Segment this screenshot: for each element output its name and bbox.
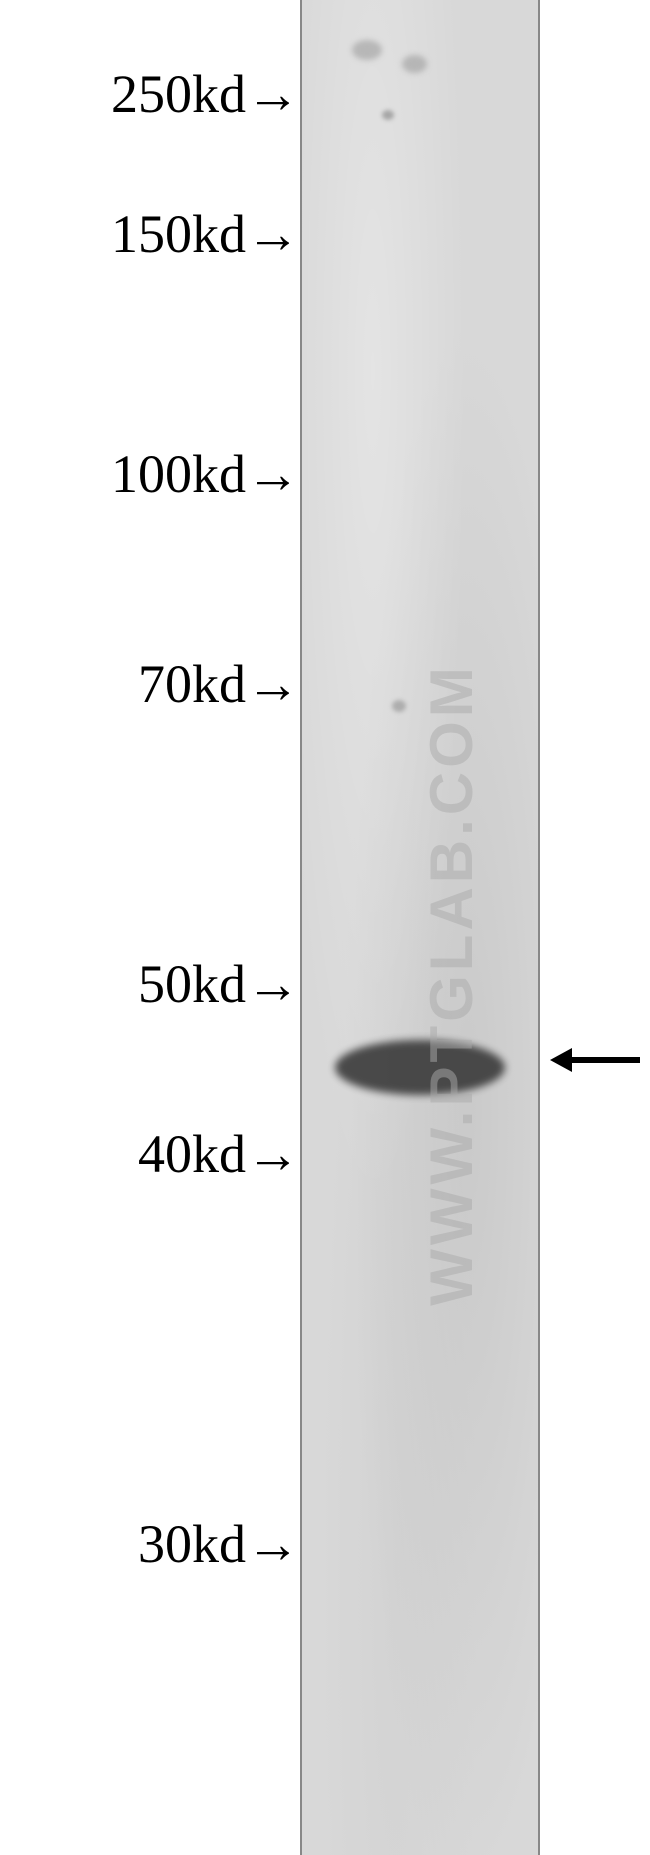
ladder-marker: 250kd→ <box>111 63 300 125</box>
marker-value: 40kd <box>138 1124 246 1184</box>
arrow-right-glyph: → <box>246 1124 300 1184</box>
blot-lane <box>300 0 540 1855</box>
marker-value: 100kd <box>111 444 246 504</box>
arrow-right-glyph: → <box>246 954 300 1014</box>
ladder-marker: 30kd→ <box>138 1513 300 1575</box>
arrow-right-glyph: → <box>246 654 300 714</box>
ladder-marker: 150kd→ <box>111 203 300 265</box>
target-band-arrow <box>550 1040 640 1080</box>
arrow-right-glyph: → <box>246 64 300 124</box>
marker-value: 50kd <box>138 954 246 1014</box>
marker-value: 30kd <box>138 1514 246 1574</box>
ladder-marker: 100kd→ <box>111 443 300 505</box>
marker-value: 70kd <box>138 654 246 714</box>
artifact-spot <box>382 110 394 120</box>
arrow-right-glyph: → <box>246 444 300 504</box>
arrow-right-glyph: → <box>246 1514 300 1574</box>
marker-value: 250kd <box>111 64 246 124</box>
protein-band <box>335 1040 505 1095</box>
ladder-marker: 50kd→ <box>138 953 300 1015</box>
western-blot: 250kd→ 150kd→ 100kd→ 70kd→ 50kd→ 40kd→ 3… <box>0 0 650 1855</box>
marker-value: 150kd <box>111 204 246 264</box>
arrow-right-glyph: → <box>246 204 300 264</box>
ladder-marker: 70kd→ <box>138 653 300 715</box>
artifact-spot <box>392 700 406 712</box>
artifact-spot <box>352 40 382 60</box>
artifact-spot <box>402 55 427 73</box>
ladder-marker: 40kd→ <box>138 1123 300 1185</box>
